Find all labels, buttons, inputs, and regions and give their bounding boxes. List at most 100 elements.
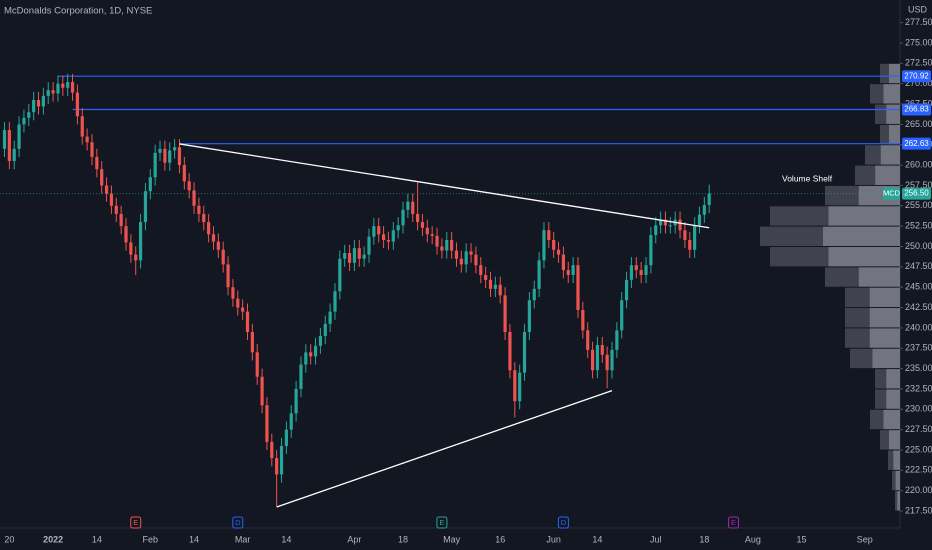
x-tick-label: 18 [699,534,709,544]
candle-body [265,405,269,442]
candle-body [250,331,254,353]
x-tick-label: Aug [745,534,761,544]
event-marker [232,516,244,529]
candle-body [192,190,196,206]
volume-shelf-title: Volume Shelf [782,174,833,184]
x-tick-label: Jun [546,534,561,544]
y-tick-label: 272.50 [905,58,932,68]
candle-body [416,213,420,223]
x-tick-label: Sep [857,534,873,544]
volume-bar-up [886,389,900,409]
candle-body [644,265,648,275]
candle-body [226,264,230,288]
candle-body [547,230,551,240]
candle-body [236,298,240,308]
candle-body [90,142,94,157]
x-tick-label: 16 [495,534,505,544]
volume-bar-up [875,165,900,185]
candle-body [279,445,284,475]
candle-body [114,205,118,214]
candle-body [197,205,201,214]
event-label: E [439,518,444,527]
candle-body [129,242,133,255]
volume-bar-up [889,63,900,84]
level-tag [902,103,931,116]
candle-body [649,235,653,266]
x-tick-label: May [443,534,461,544]
candle-body [211,234,216,242]
candle-body [153,152,157,178]
y-tick-label: 255.00 [905,200,932,210]
y-tick-label: 247.50 [905,261,932,271]
candle-body [275,458,279,475]
y-tick-label: 240.00 [905,322,932,332]
x-tick-label: 14 [189,534,199,544]
candle-body [207,222,211,235]
volume-bar-up [883,84,900,104]
candle-body [518,372,522,402]
trendline [276,389,613,508]
event-marker [436,516,448,529]
candle-body [328,311,332,324]
x-tick-label: 14 [92,534,102,544]
candle-body [688,239,692,250]
candle-body [309,352,313,357]
candle-body [284,429,288,446]
candle-body [683,230,687,240]
candle-body [411,201,415,214]
candle-body [134,254,138,261]
candle-body [634,265,638,271]
candle-body [576,265,580,310]
candle-body [532,288,536,301]
candle-body [333,291,337,312]
volume-bar-up [828,206,900,226]
candle-body [95,156,99,170]
x-tick-label: Apr [347,534,361,544]
candle-body [85,136,89,143]
x-tick-label: Jul [650,534,662,544]
candle-body [527,300,531,332]
candle-body [173,147,177,151]
candle-body [313,345,318,357]
candle-body [245,311,250,332]
volume-bar-up [889,430,900,450]
candle-body [503,295,507,332]
candle-body [430,234,434,236]
candle-body [610,349,614,371]
event-label: D [235,518,241,527]
y-tick-label: 217.50 [905,505,932,515]
candle-body [367,236,371,255]
x-tick-label: 2022 [43,534,63,544]
candle-body [479,265,483,275]
candle-body [498,284,502,296]
candle-body [425,227,429,235]
volume-bar-up [880,145,900,165]
candle-body [396,225,400,231]
candle-body [56,83,60,94]
event-marker [728,516,739,529]
candle-body [41,95,45,107]
y-tick-label: 250.00 [905,241,932,251]
candle-body [7,130,11,162]
candle-body [542,230,546,261]
candle-body [668,225,672,227]
candle-body [51,90,55,94]
candle-body [124,226,128,243]
y-tick-label: 227.50 [905,424,932,434]
y-tick-label: 275.00 [905,37,932,47]
candle-body [241,307,245,312]
trendline [179,143,710,229]
y-tick-label: 270.00 [905,78,932,88]
candle-body [474,254,478,266]
candle-body [484,274,488,280]
candle-body [639,270,643,275]
candle-body [66,82,70,88]
volume-bar-up [893,450,900,470]
candle-body [202,213,206,223]
candle-body [75,92,79,117]
candle-body [163,148,167,163]
candle-body [304,352,308,365]
candle-body [508,331,512,371]
candle-body [566,270,570,275]
